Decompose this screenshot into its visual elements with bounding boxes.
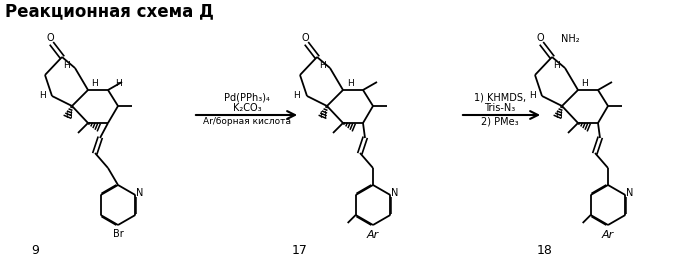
Text: Tris-N₃: Tris-N₃ (484, 103, 516, 113)
Text: H: H (65, 111, 71, 119)
Text: 1) KHMDS,: 1) KHMDS, (474, 92, 526, 102)
Text: N: N (391, 188, 398, 198)
Text: N: N (135, 188, 143, 198)
Text: 2) PMe₃: 2) PMe₃ (481, 116, 519, 126)
Text: O: O (536, 33, 544, 43)
Text: K₂CO₃: K₂CO₃ (232, 103, 261, 113)
Text: H: H (554, 62, 560, 70)
Text: H: H (347, 79, 353, 88)
Text: H: H (318, 62, 325, 70)
Text: 17: 17 (292, 243, 308, 256)
Text: Ar: Ar (367, 230, 379, 240)
Text: H: H (555, 111, 561, 119)
Text: 9: 9 (31, 243, 39, 256)
Text: Pd(PPh₃)₄: Pd(PPh₃)₄ (224, 92, 270, 102)
Text: Br: Br (112, 229, 124, 239)
Text: H: H (38, 91, 45, 101)
Text: H: H (528, 91, 535, 101)
Text: H: H (320, 111, 327, 119)
Text: O: O (302, 33, 309, 43)
Text: N: N (625, 188, 633, 198)
Text: H: H (114, 79, 121, 89)
Text: Ar: Ar (602, 230, 614, 240)
Text: Ar/борная кислота: Ar/борная кислота (203, 117, 291, 125)
Text: NH₂: NH₂ (560, 34, 579, 44)
Text: H: H (91, 79, 98, 88)
Text: H: H (581, 79, 588, 88)
Text: H: H (294, 91, 300, 101)
Text: 18: 18 (537, 243, 553, 256)
Text: O: O (46, 33, 54, 43)
Text: H: H (64, 62, 70, 70)
Text: Реакционная схема Д: Реакционная схема Д (5, 2, 214, 20)
